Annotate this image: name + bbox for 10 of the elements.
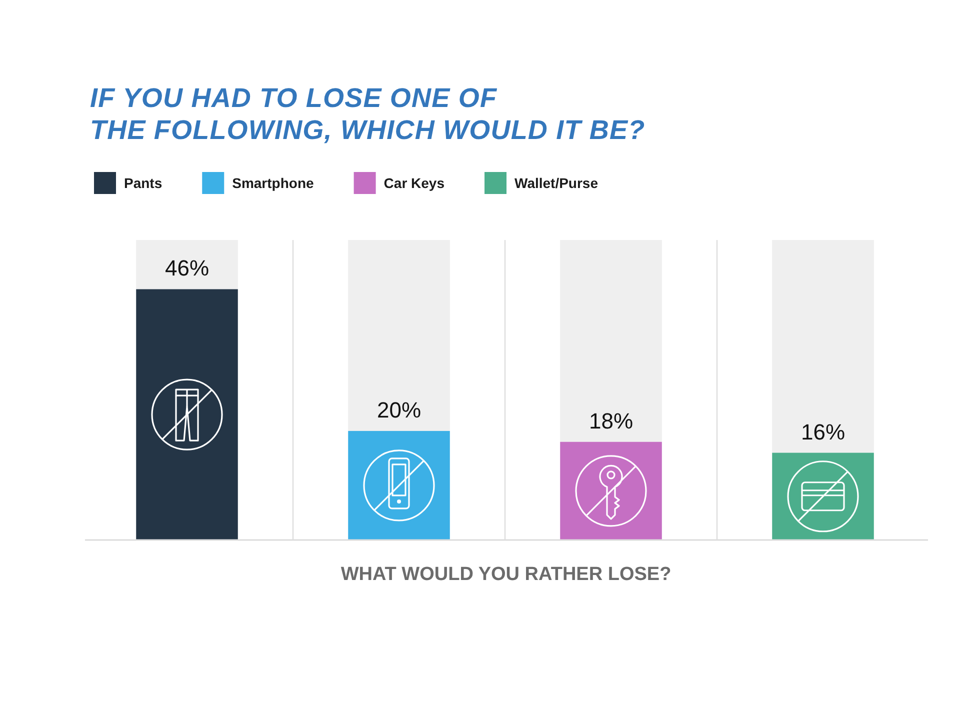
data-label: 20% [376, 397, 422, 422]
data-label: 16% [800, 419, 846, 444]
data-label: 18% [588, 408, 634, 434]
legend-label: Wallet/Purse [514, 175, 598, 191]
legend-label: Smartphone [232, 175, 314, 191]
chart-title: IF YOU HAD TO LOSE ONE OF THE FOLLOWING, WHICH WOULD IT BE? [90, 83, 646, 145]
data-label: 46% [164, 256, 210, 281]
legend-label: Car Keys [384, 175, 445, 191]
x-axis-title: WHAT WOULD YOU RATHER LOSE? [340, 564, 672, 585]
legend-label: Pants [124, 175, 162, 191]
